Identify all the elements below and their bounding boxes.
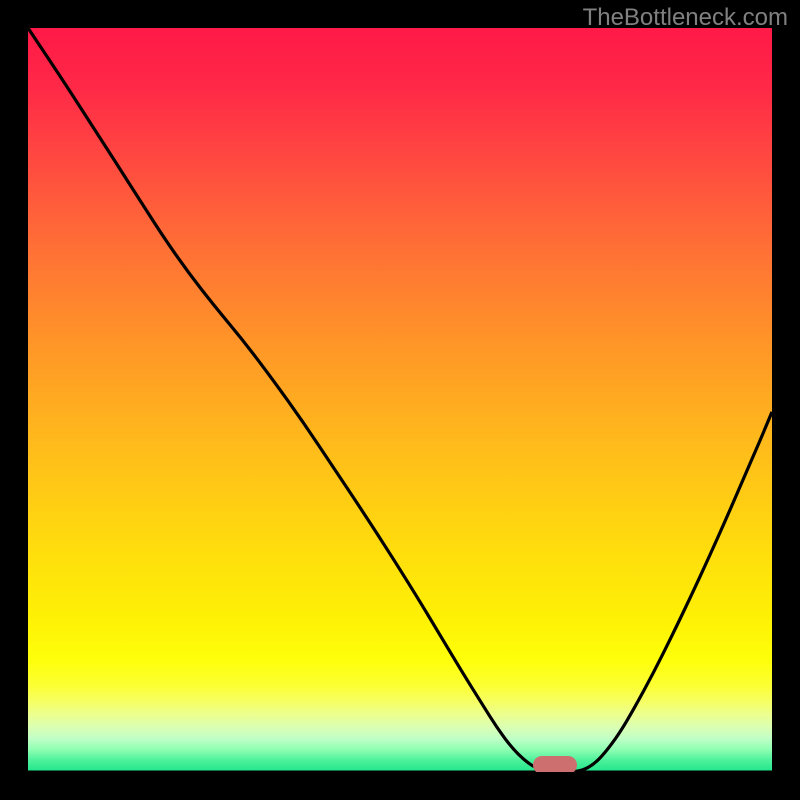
optimal-point-marker (533, 756, 577, 772)
watermark-text: TheBottleneck.com (583, 4, 788, 32)
curve-layer (28, 28, 772, 772)
chart-container: TheBottleneck.com (0, 0, 800, 800)
bottleneck-curve (28, 28, 772, 772)
plot-area (28, 28, 772, 772)
